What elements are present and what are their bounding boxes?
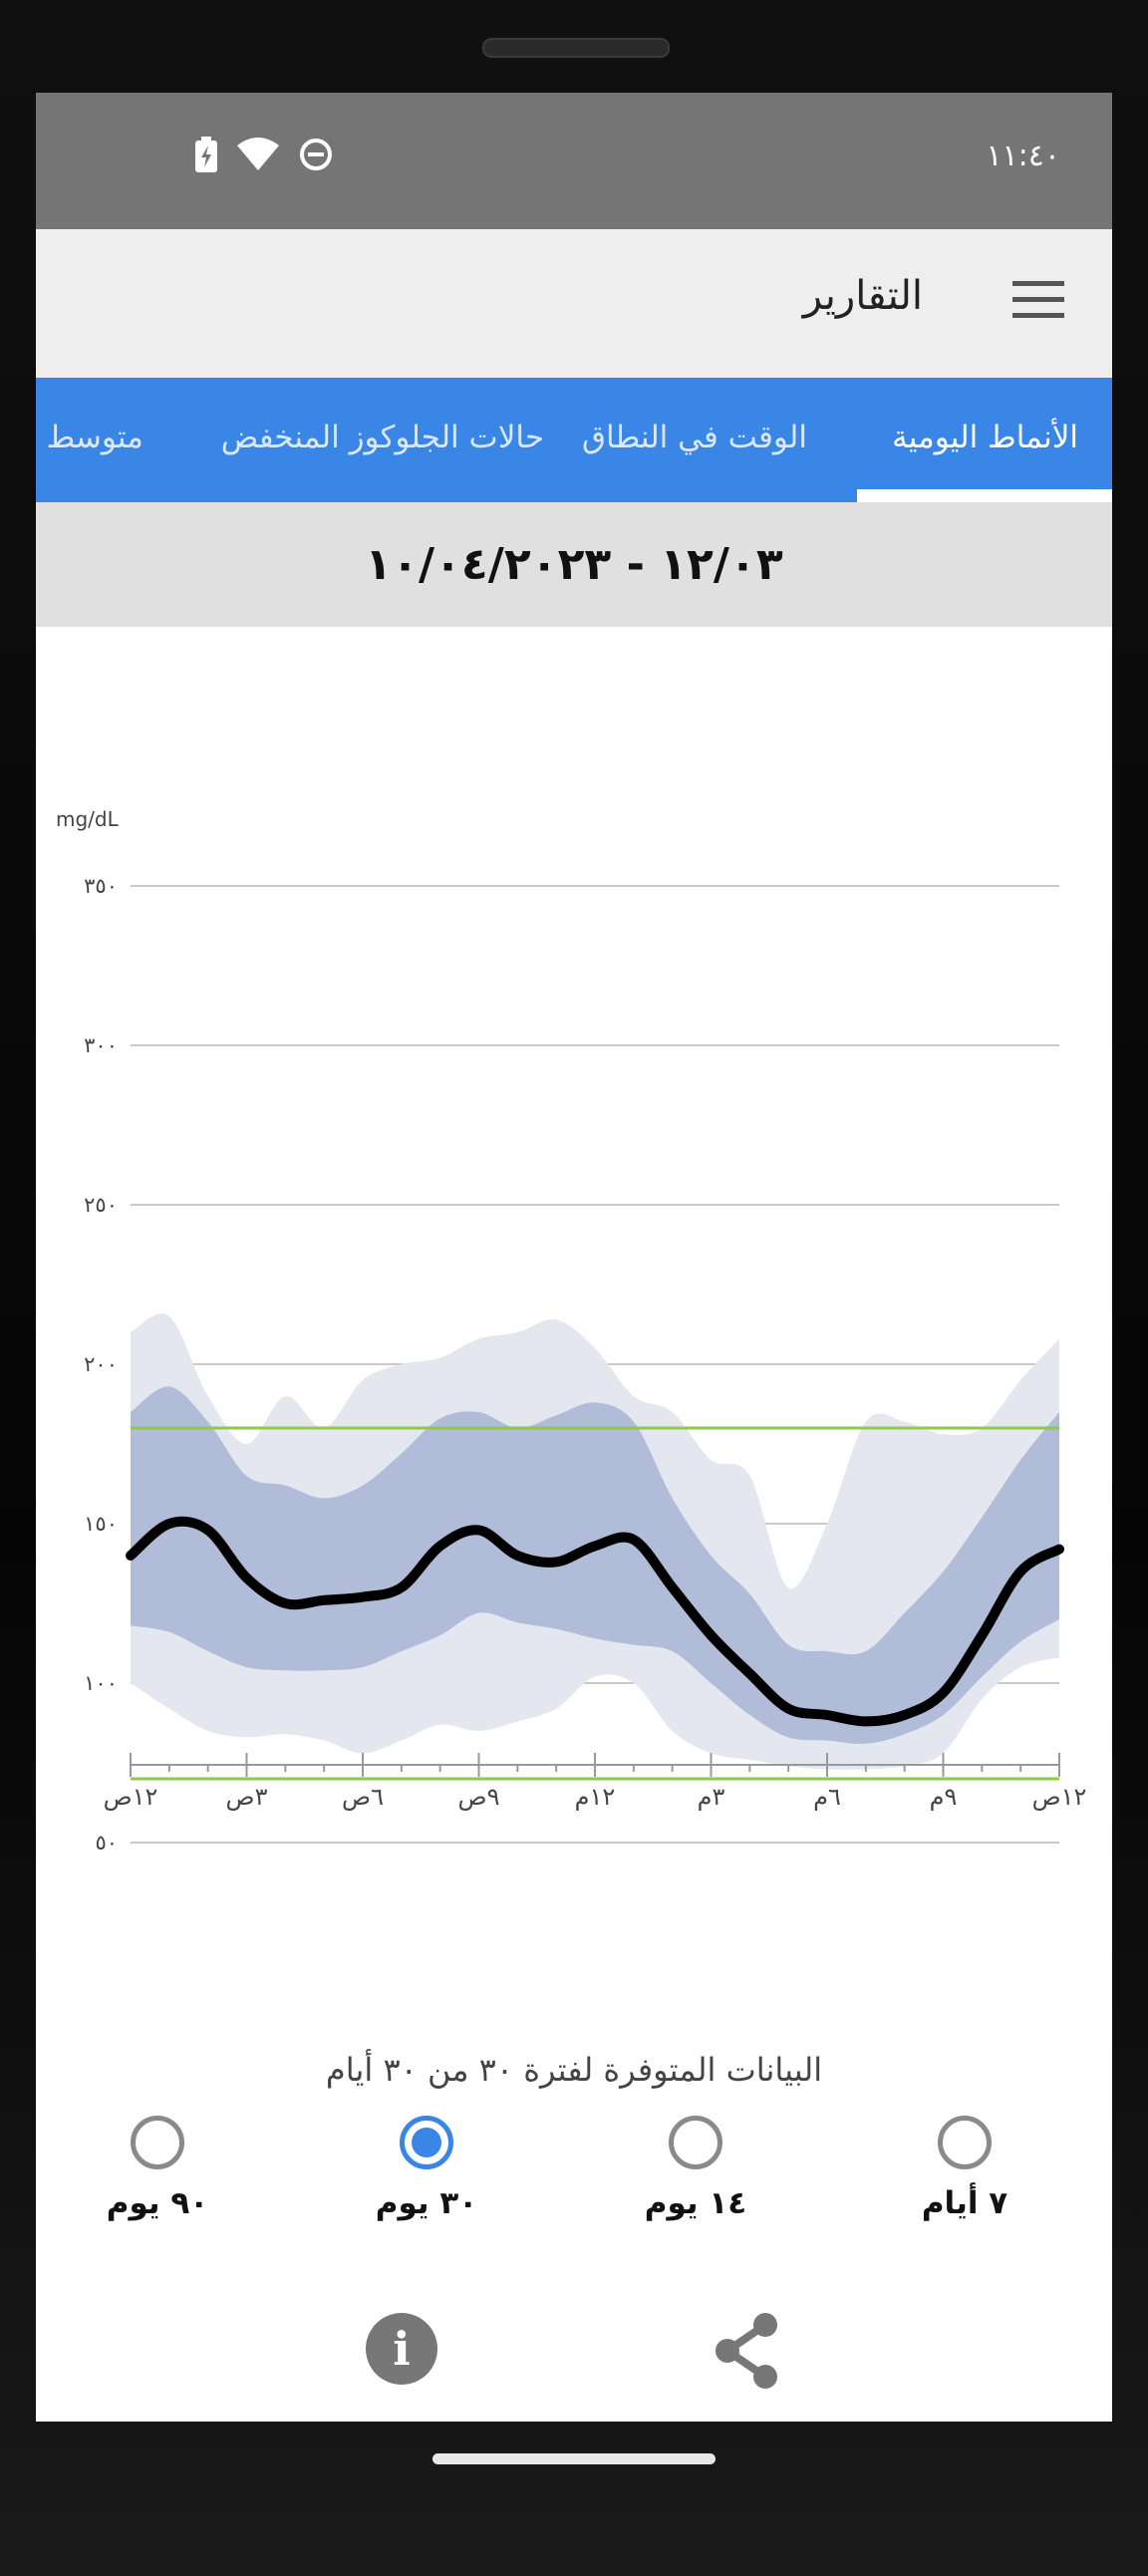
period-option-7-days[interactable]: ٧ أيام <box>865 2116 1064 2221</box>
menu-icon[interactable] <box>1012 281 1064 321</box>
daily-patterns-chart: mg/dL ٣٥٠ ٣٠٠ ٢٥٠ ٢٠٠ ١٥٠ ١٠٠ ٥٠ ١٢ص ٣ص ٦ص ٩ص ١٢م ٣م ٦… <box>36 627 1112 2052</box>
period-label: ١٤ يوم <box>644 2185 747 2221</box>
x-tick-label: ١٢م <box>575 1783 616 1811</box>
y-tick-label: ١٠٠ <box>84 1671 118 1695</box>
x-tick-label: ٩ص <box>458 1783 500 1811</box>
p25-p75-band <box>131 1386 1059 1745</box>
battery-charging-icon <box>195 137 217 172</box>
app-screen: ١١:٤٠ التقارير الأنماط اليومية الوقت في … <box>36 93 1112 2422</box>
x-tick-label: ١٢ص <box>104 1783 158 1811</box>
report-tabs: الأنماط اليومية الوقت في النطاق حالات ال… <box>36 378 1112 502</box>
status-time: ١١:٤٠ <box>986 139 1060 173</box>
y-axis-unit-label: mg/dL <box>56 807 120 831</box>
x-tick-label: ١٢ص <box>1032 1783 1087 1811</box>
radio-button[interactable] <box>131 2116 184 2169</box>
page-title: التقارير <box>802 273 923 319</box>
y-tick-label: ٣٥٠ <box>84 874 118 898</box>
period-option-90-days[interactable]: ٩٠ يوم <box>58 2116 257 2221</box>
data-availability-text: البيانات المتوفرة لفترة ٣٠ من ٣٠ أيام <box>325 2051 823 2089</box>
period-label: ٩٠ يوم <box>106 2185 209 2221</box>
home-indicator[interactable] <box>432 2453 716 2464</box>
share-icon[interactable] <box>708 2311 787 2391</box>
x-tick-label: ٦ص <box>342 1783 384 1811</box>
date-range: ١٢/٠٣ - ١٠/٠٤/٢٠٢٣ <box>36 502 1112 627</box>
y-tick-label: ٣٠٠ <box>84 1033 118 1057</box>
app-bar: التقارير <box>36 229 1112 378</box>
period-label: ٧ أيام <box>921 2185 1008 2221</box>
x-tick-label: ٣ص <box>226 1783 268 1811</box>
y-tick-label: ٥٠ <box>95 1831 118 1855</box>
x-tick-label: ٦م <box>813 1783 841 1811</box>
info-icon[interactable]: i <box>366 2313 437 2385</box>
y-tick-label: ٢٥٠ <box>84 1193 118 1217</box>
median-line <box>126 1516 1064 1727</box>
period-label: ٣٠ يوم <box>375 2185 478 2221</box>
x-tick-label: ٩م <box>930 1783 958 1811</box>
tab-daily-patterns[interactable]: الأنماط اليومية <box>892 420 1078 455</box>
earpiece-speaker <box>482 38 670 58</box>
period-selector: ٧ أيام ١٤ يوم ٣٠ يوم ٩٠ يوم <box>36 2116 1112 2245</box>
tab-average[interactable]: متوسط ا <box>36 420 144 455</box>
do-not-disturb-icon <box>300 139 332 170</box>
wifi-icon <box>237 138 279 170</box>
glucose-chart-svg: mg/dL ٣٥٠ ٣٠٠ ٢٥٠ ٢٠٠ ١٥٠ ١٠٠ ٥٠ ١٢ص ٣ص ٦ص ٩ص ١٢م ٣م ٦… <box>56 807 1087 1855</box>
status-bar: ١١:٤٠ <box>36 93 1112 229</box>
radio-button[interactable] <box>938 2116 992 2169</box>
y-tick-label: ١٥٠ <box>84 1512 118 1536</box>
y-tick-label: ٢٠٠ <box>84 1352 118 1376</box>
status-icons <box>195 137 333 172</box>
x-tick-label: ٣م <box>698 1783 725 1811</box>
radio-button[interactable] <box>400 2116 453 2169</box>
tab-time-in-range[interactable]: الوقت في النطاق <box>581 420 807 455</box>
radio-button[interactable] <box>669 2116 722 2169</box>
tab-low-glucose-events[interactable]: حالات الجلوكوز المنخفض <box>220 420 544 455</box>
period-option-30-days[interactable]: ٣٠ يوم <box>327 2116 526 2221</box>
period-option-14-days[interactable]: ١٤ يوم <box>596 2116 795 2221</box>
active-tab-indicator <box>857 489 1112 502</box>
